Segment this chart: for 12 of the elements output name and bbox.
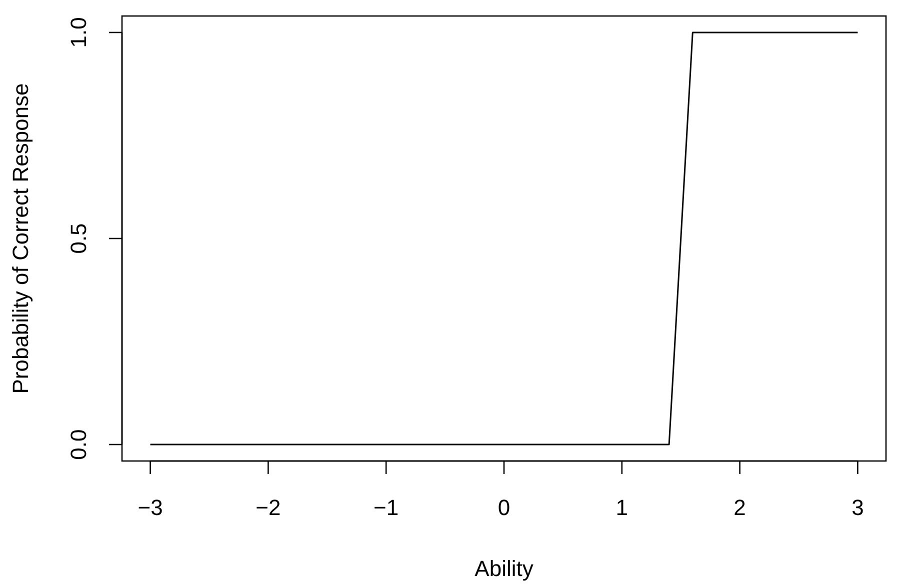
y-tick-label: 0.0 xyxy=(66,429,91,460)
y-tick-label: 0.5 xyxy=(66,223,91,254)
x-tick-label: −1 xyxy=(374,495,399,520)
x-tick-label: 0 xyxy=(498,495,510,520)
x-tick-label: −3 xyxy=(138,495,163,520)
x-axis-title: Ability xyxy=(474,556,534,581)
x-tick-label: 3 xyxy=(852,495,864,520)
y-axis-title: Probability of Correct Response xyxy=(8,83,33,394)
x-tick-label: −2 xyxy=(256,495,281,520)
x-tick-label: 2 xyxy=(734,495,746,520)
x-tick-label: 1 xyxy=(616,495,628,520)
y-tick-label: 1.0 xyxy=(66,17,91,48)
